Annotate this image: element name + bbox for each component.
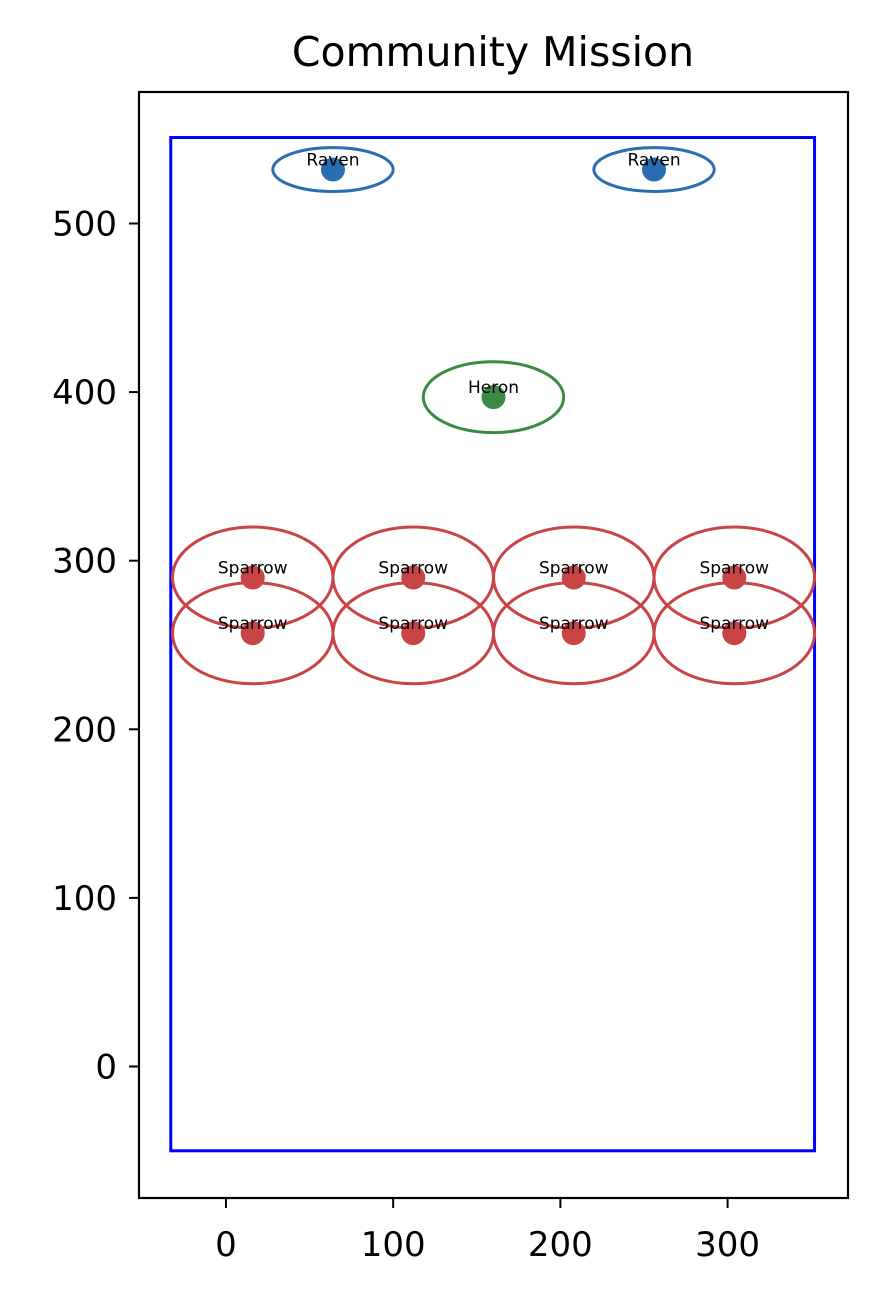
sparrow-label: Sparrow xyxy=(699,614,769,634)
y-tick-label: 200 xyxy=(52,710,117,750)
sparrow-label: Sparrow xyxy=(539,614,609,634)
raven-point xyxy=(320,157,345,182)
axis-layer: 0 100 200 300 0 100 200 300 400 500 xyxy=(52,205,760,1265)
sparrow-point xyxy=(240,621,265,646)
sparrow-label: Sparrow xyxy=(378,614,448,634)
x-tick-label: 200 xyxy=(528,1225,593,1265)
sparrow-label: Sparrow xyxy=(218,559,288,579)
raven-label: Raven xyxy=(627,151,680,171)
y-tick-label: 0 xyxy=(95,1047,117,1087)
sparrow-label: Sparrow xyxy=(378,559,448,579)
raven-point xyxy=(642,157,667,182)
raven-label: Raven xyxy=(306,151,359,171)
plot-frame xyxy=(137,90,850,1200)
y-tick-label: 400 xyxy=(52,373,117,413)
heron-ellipse xyxy=(421,360,566,435)
sparrow-label: Sparrow xyxy=(218,614,288,634)
boundary-rectangle xyxy=(169,136,817,1153)
y-tick-label: 100 xyxy=(52,879,117,919)
sparrow-point xyxy=(401,621,426,646)
y-tick-label: 500 xyxy=(52,205,117,245)
sparrow-label: Sparrow xyxy=(699,559,769,579)
heron-label: Heron xyxy=(468,378,519,398)
sparrow-label: Sparrow xyxy=(539,559,609,579)
plot-layer: Raven Raven Heron Sparrow Sparrow Sparrow Spar… xyxy=(169,136,817,1153)
raven-ellipse xyxy=(592,146,716,193)
heron-point xyxy=(481,385,506,410)
x-tick-label: 0 xyxy=(215,1225,237,1265)
sparrow-point xyxy=(561,621,586,646)
chart-title: Community Mission xyxy=(292,28,694,76)
sparrow-ellipse xyxy=(652,581,817,686)
raven-ellipse xyxy=(271,146,395,193)
x-tick-label: 100 xyxy=(361,1225,426,1265)
x-tick-label: 300 xyxy=(695,1225,760,1265)
y-tick-label: 300 xyxy=(52,542,117,582)
sparrow-point xyxy=(722,621,747,646)
